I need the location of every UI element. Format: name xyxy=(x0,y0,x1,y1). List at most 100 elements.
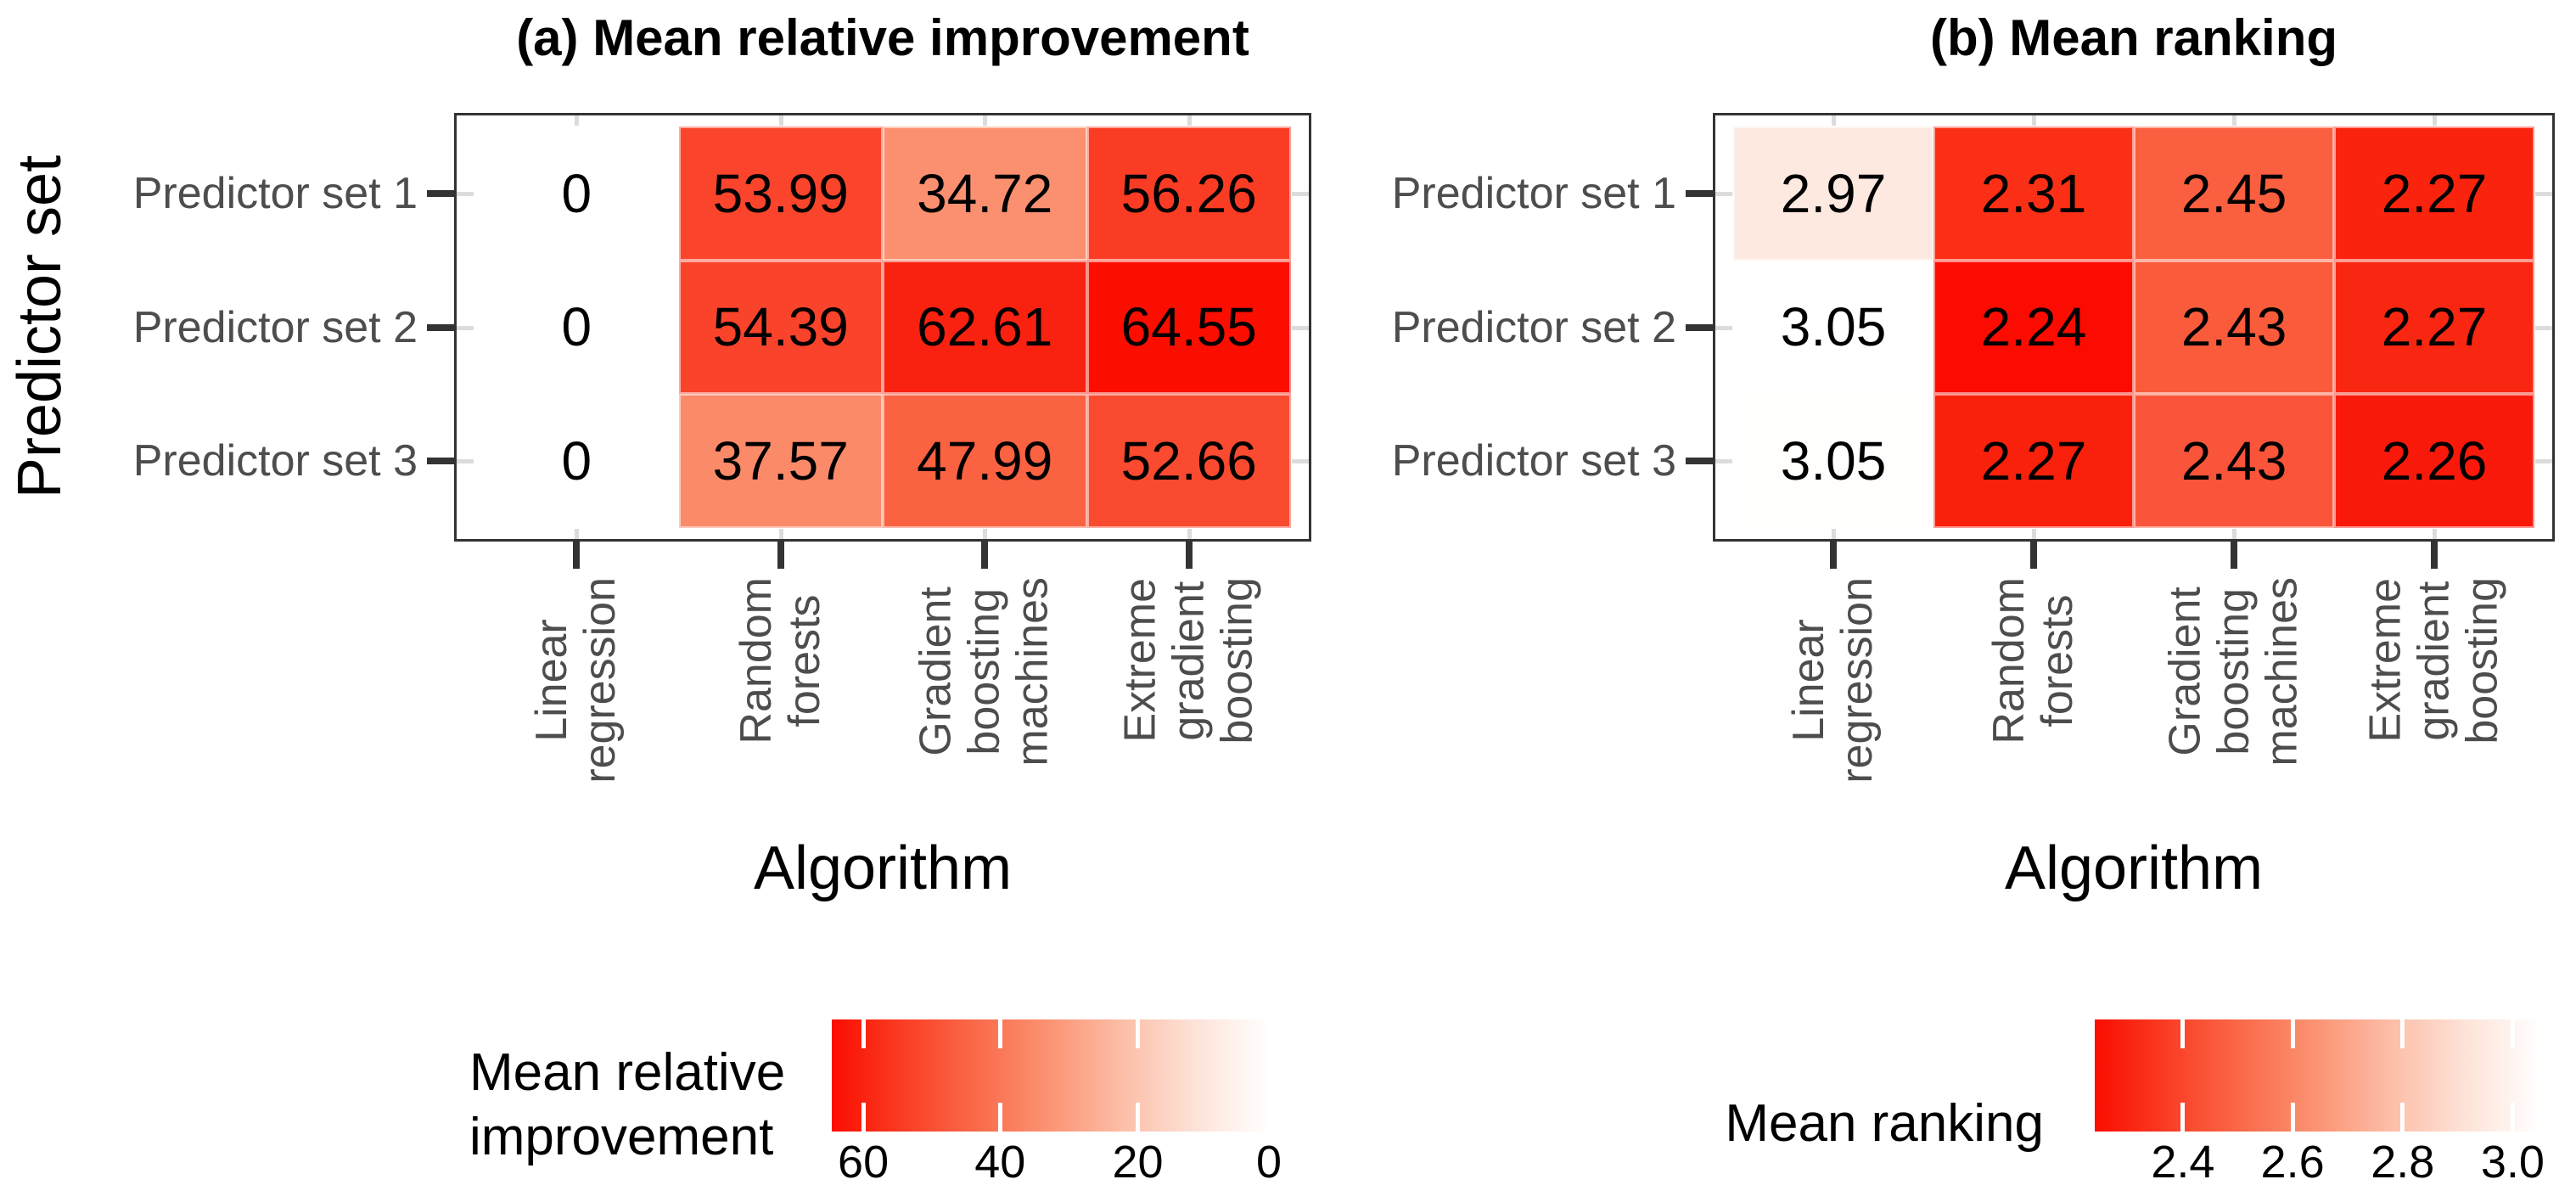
heatmap-cell-r1c4: 2.27 xyxy=(2334,126,2534,261)
heatmap-cell-r2c1: 0 xyxy=(474,260,679,395)
y-axis-title: Predictor set xyxy=(6,154,74,499)
gridline-stub xyxy=(1292,191,1309,196)
legend-tick xyxy=(997,1103,1002,1132)
x-axis-tick xyxy=(1830,542,1837,569)
col-label-line: boosting xyxy=(1212,577,1262,744)
legend-tick xyxy=(861,1019,866,1048)
col-label-line: regression xyxy=(1832,577,1882,783)
heatmap-cell-r2c4: 64.55 xyxy=(1086,260,1291,395)
col-label-line: gradient xyxy=(2409,581,2459,741)
heatmap-cell-r3c3: 47.99 xyxy=(883,394,1087,528)
heatmap-cell-r2c1: 3.05 xyxy=(1733,260,1933,395)
col-label-line: Linear xyxy=(527,619,577,742)
gridline-stub xyxy=(1832,115,1836,126)
heatmap-cell-r2c3: 2.43 xyxy=(2134,260,2334,395)
legend-tick xyxy=(2400,1103,2405,1132)
legend-tick xyxy=(2180,1019,2186,1048)
col-label: Gradient boosting machines xyxy=(2160,577,2307,767)
row-label: Predictor set 3 xyxy=(132,436,418,486)
heatmap-cell-r2c4: 2.27 xyxy=(2334,260,2534,395)
col-label-line: Gradient xyxy=(2160,587,2210,757)
col-label-line: boosting xyxy=(959,587,1009,755)
gridline-stub xyxy=(2535,191,2552,196)
gridline-stub xyxy=(2232,115,2236,126)
col-label-line: Linear xyxy=(1784,619,1833,742)
heatmap-cell-r3c3: 2.43 xyxy=(2134,394,2334,528)
col-label-line: Random xyxy=(731,577,781,744)
gridline-stub xyxy=(575,115,580,126)
col-label: Extreme gradient boosting xyxy=(2361,577,2507,744)
x-axis-tick xyxy=(777,542,784,569)
legend-tick-label: 20 xyxy=(1112,1137,1164,1185)
y-axis-tick xyxy=(427,458,454,465)
gridline-stub xyxy=(2433,115,2437,126)
heatmap-cell-r3c1: 3.05 xyxy=(1733,394,1933,528)
legend-tick xyxy=(2510,1103,2515,1132)
gridline-stub xyxy=(1715,459,1732,464)
legend-tick-label: 2.8 xyxy=(2371,1137,2435,1185)
legend-a-label-line1: Mean relative xyxy=(469,1043,786,1102)
heatmap-cell-r1c4: 56.26 xyxy=(1086,126,1291,261)
legend-tick xyxy=(861,1103,866,1132)
legend-tick-label: 2.6 xyxy=(2260,1137,2325,1185)
legend-tick xyxy=(2180,1103,2186,1132)
col-label-line: regression xyxy=(575,577,626,783)
gridline-stub xyxy=(778,529,783,539)
y-axis-tick xyxy=(1686,189,1713,197)
legend-tick xyxy=(2290,1019,2295,1048)
gridline-stub xyxy=(1832,529,1836,539)
gridline-stub xyxy=(983,529,988,539)
legend-tick-label: 2.4 xyxy=(2151,1137,2215,1185)
col-label-line: Extreme xyxy=(1115,578,1165,744)
heatmap-cell-r3c4: 2.26 xyxy=(2334,394,2534,528)
row-label: Predictor set 1 xyxy=(1391,168,1676,218)
gridline-stub xyxy=(2232,529,2236,539)
gridline-stub xyxy=(2535,459,2552,464)
legend-tick-label: 0 xyxy=(1255,1137,1282,1185)
gridline-stub xyxy=(778,115,783,126)
col-label: Extreme gradient boosting xyxy=(1115,577,1262,744)
gridline-stub xyxy=(1187,115,1192,126)
col-label: Linear regression xyxy=(527,577,626,783)
col-label-line: boosting xyxy=(2208,587,2259,755)
gridline-stub xyxy=(457,191,474,196)
gridline-stub xyxy=(2433,529,2437,539)
row-label: Predictor set 3 xyxy=(1391,436,1676,486)
col-label-line: forests xyxy=(2033,594,2082,727)
gridline-stub xyxy=(2032,115,2036,126)
legend-a-label-line2: improvement xyxy=(469,1108,774,1166)
legend-colorbar xyxy=(832,1019,1269,1132)
x-axis-tick xyxy=(981,542,989,569)
gridline-stub xyxy=(457,459,474,464)
gridline-stub xyxy=(1292,459,1309,464)
heatmap-cell-r2c2: 2.24 xyxy=(1933,260,2134,395)
legend-tick xyxy=(1136,1019,1140,1048)
gridline-stub xyxy=(2535,325,2552,330)
heatmap-cell-r1c1: 0 xyxy=(474,126,679,261)
row-label: Predictor set 1 xyxy=(132,168,418,218)
heatmap-cell-r3c4: 52.66 xyxy=(1086,394,1291,528)
gridline-stub xyxy=(2032,529,2036,539)
x-axis-tick xyxy=(573,542,581,569)
legend-tick xyxy=(2290,1103,2295,1132)
legend-b-label: Mean ranking xyxy=(1725,1094,2044,1153)
col-label: Gradient boosting machines xyxy=(912,577,1058,767)
heatmap-cell-r1c3: 2.45 xyxy=(2134,126,2334,261)
gridline-stub xyxy=(1715,191,1732,196)
legend-tick xyxy=(997,1019,1002,1048)
col-label: Random forests xyxy=(732,577,829,744)
heatmap-cell-r1c1: 2.97 xyxy=(1733,126,1933,261)
legend-tick-label: 60 xyxy=(838,1137,890,1185)
y-axis-tick xyxy=(1686,458,1713,465)
heatmap-cell-r2c3: 62.61 xyxy=(883,260,1087,395)
row-label: Predictor set 2 xyxy=(1391,302,1676,352)
y-axis-tick xyxy=(1686,323,1713,331)
x-axis-tick xyxy=(2030,542,2037,569)
panel-b-title: (b) Mean ranking xyxy=(1929,9,2338,66)
col-label-line: forests xyxy=(779,594,829,727)
heatmap-cell-r2c2: 54.39 xyxy=(678,260,883,395)
legend-a-label: Mean relative improvement xyxy=(469,1041,785,1170)
col-label-line: gradient xyxy=(1164,581,1214,741)
gridline-stub xyxy=(1292,325,1309,330)
